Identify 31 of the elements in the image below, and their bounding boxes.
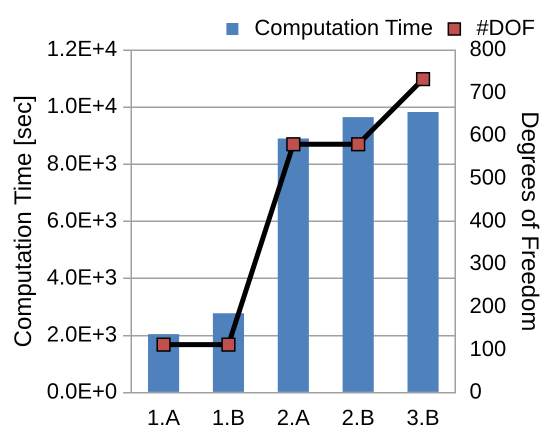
bar [278,138,309,392]
y-tick-label: 1.0E+4 [46,93,118,118]
y-tick-label: 8.0E+3 [46,150,118,176]
y2-tick-label: 300 [469,250,506,276]
y2-tick-label: 600 [469,122,506,147]
y2-tick-label: 400 [469,207,506,232]
y2-tick-label: 500 [469,164,506,190]
y2-tick-label: 200 [469,293,506,318]
point [286,137,300,152]
legend-label: Computation Time [254,15,433,40]
y-tick-label: 2.0E+3 [46,322,118,347]
y2-axis-title: Degrees of Freedom [516,111,543,332]
x-tick-label: 2.B [342,404,375,430]
y-axis-title: Computation Time [sec] [10,95,38,348]
point [221,338,236,352]
x-tick-label: 1.A [147,404,180,430]
x-tick-label: 2.A [276,404,310,430]
y-tick-label: 1.2E+4 [46,36,118,62]
point [351,137,366,152]
y-tick-label: 0.0E+0 [46,378,118,404]
y-tick-label: 6.0E+3 [46,207,118,232]
x-tick-label: 3.B [406,404,440,430]
y-tick-label: 4.0E+3 [46,264,118,290]
y2-tick-label: 100 [469,336,506,361]
point [156,338,171,352]
x-tick-label: 1.B [212,404,245,430]
y2-tick-label: 0 [469,378,482,404]
bar [407,112,439,392]
point [416,72,430,86]
bar [342,117,374,392]
y2-tick-label: 700 [469,78,506,104]
